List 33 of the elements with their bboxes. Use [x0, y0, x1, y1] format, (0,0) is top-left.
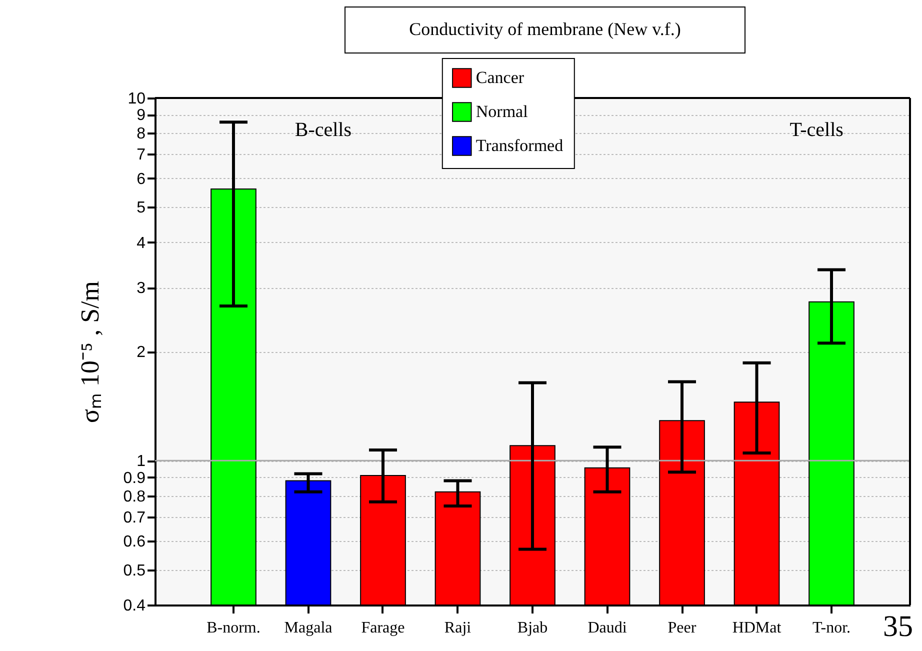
- chart-title: Conductivity of membrane (New v.f.): [409, 19, 681, 39]
- x-tick-label: B-norm.: [206, 620, 260, 636]
- x-tick-label: Raji: [444, 620, 472, 636]
- y-tick-label: 1: [136, 453, 146, 470]
- y-axis-title: σₘ 10⁻⁵ , S/m: [75, 281, 104, 423]
- y-tick-label: 0.4: [123, 598, 146, 614]
- x-tick-label: T-nor.: [812, 620, 851, 636]
- y-tick-label: 9: [136, 107, 146, 124]
- annotation: T-cells: [790, 119, 844, 141]
- y-tick-label: 0.5: [123, 562, 146, 580]
- annotation: B-cells: [294, 119, 352, 141]
- legend-label: Normal: [476, 102, 528, 121]
- y-tick-label: 7: [136, 146, 146, 164]
- y-tick-label: 8: [136, 126, 146, 143]
- y-tick-label: 10: [128, 90, 146, 108]
- x-tick-label: Bjab: [517, 620, 548, 636]
- text: 35: [883, 610, 913, 643]
- y-tick-label: 3: [136, 280, 146, 298]
- y-tick-label: 0.7: [123, 509, 146, 526]
- x-tick-label: HDMat: [732, 620, 782, 636]
- y-tick-label: 0.6: [123, 534, 146, 551]
- x-tick-label: Peer: [668, 620, 697, 636]
- y-tick-label: 0.8: [123, 488, 146, 506]
- x-tick-label: Farage: [361, 620, 405, 636]
- y-tick-label: 0.9: [123, 470, 146, 487]
- y-tick-label: 2: [136, 344, 146, 361]
- x-tick-label: Magala: [284, 620, 332, 636]
- legend-label: Transformed: [476, 136, 564, 155]
- y-tick-label: 5: [136, 200, 146, 217]
- x-tick-label: Daudi: [588, 620, 628, 636]
- y-tick-label: 6: [136, 170, 146, 188]
- legend-label: Cancer: [476, 68, 524, 87]
- y-tick-label: 4: [136, 234, 146, 252]
